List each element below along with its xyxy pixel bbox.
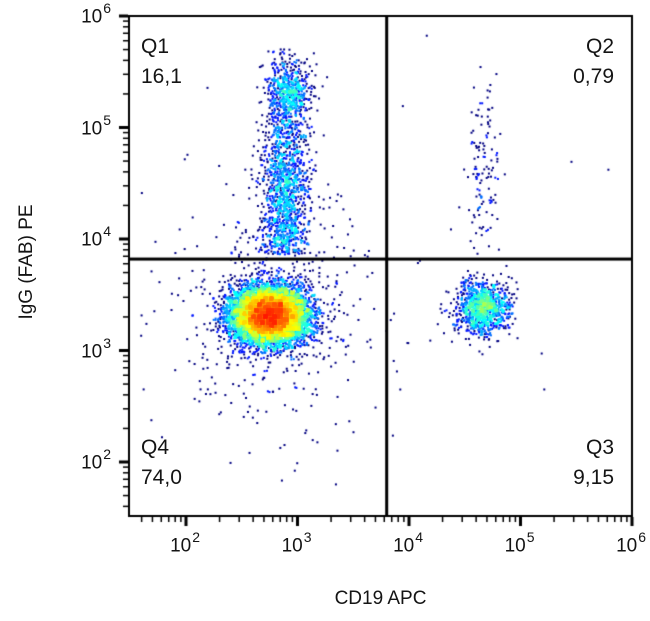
quadrant-label-q3: Q3 9,15 [573, 433, 614, 493]
x-axis-label: CD19 APC [334, 588, 427, 609]
quadrant-q4-name: Q4 [141, 436, 170, 459]
y-tick-label: 104 [81, 223, 111, 251]
quadrant-q3-value: 9,15 [573, 466, 614, 489]
x-tick-label: 105 [504, 529, 535, 557]
x-tick-label: 106 [616, 529, 647, 557]
quadrant-q3-name: Q3 [585, 436, 614, 459]
x-tick-label: 104 [393, 529, 424, 557]
y-tick-label: 106 [81, 0, 111, 28]
y-tick-label: 102 [81, 446, 111, 474]
quadrant-q1-name: Q1 [141, 35, 170, 58]
quadrant-q2-value: 0,79 [573, 65, 614, 88]
quadrant-label-q1: Q1 16,1 [141, 32, 182, 92]
x-tick-label: 103 [281, 529, 312, 557]
y-tick-label: 103 [81, 334, 111, 362]
y-tick-label: 105 [81, 111, 111, 139]
quadrant-q1-value: 16,1 [141, 65, 182, 88]
quadrant-label-q2: Q2 0,79 [573, 32, 614, 92]
quadrant-q2-name: Q2 [585, 35, 614, 58]
quadrant-q4-value: 74,0 [141, 466, 182, 489]
x-tick-label: 102 [170, 529, 201, 557]
y-axis-label: IgG (FAB) PE [16, 204, 37, 320]
quadrant-label-q4: Q4 74,0 [141, 433, 182, 493]
